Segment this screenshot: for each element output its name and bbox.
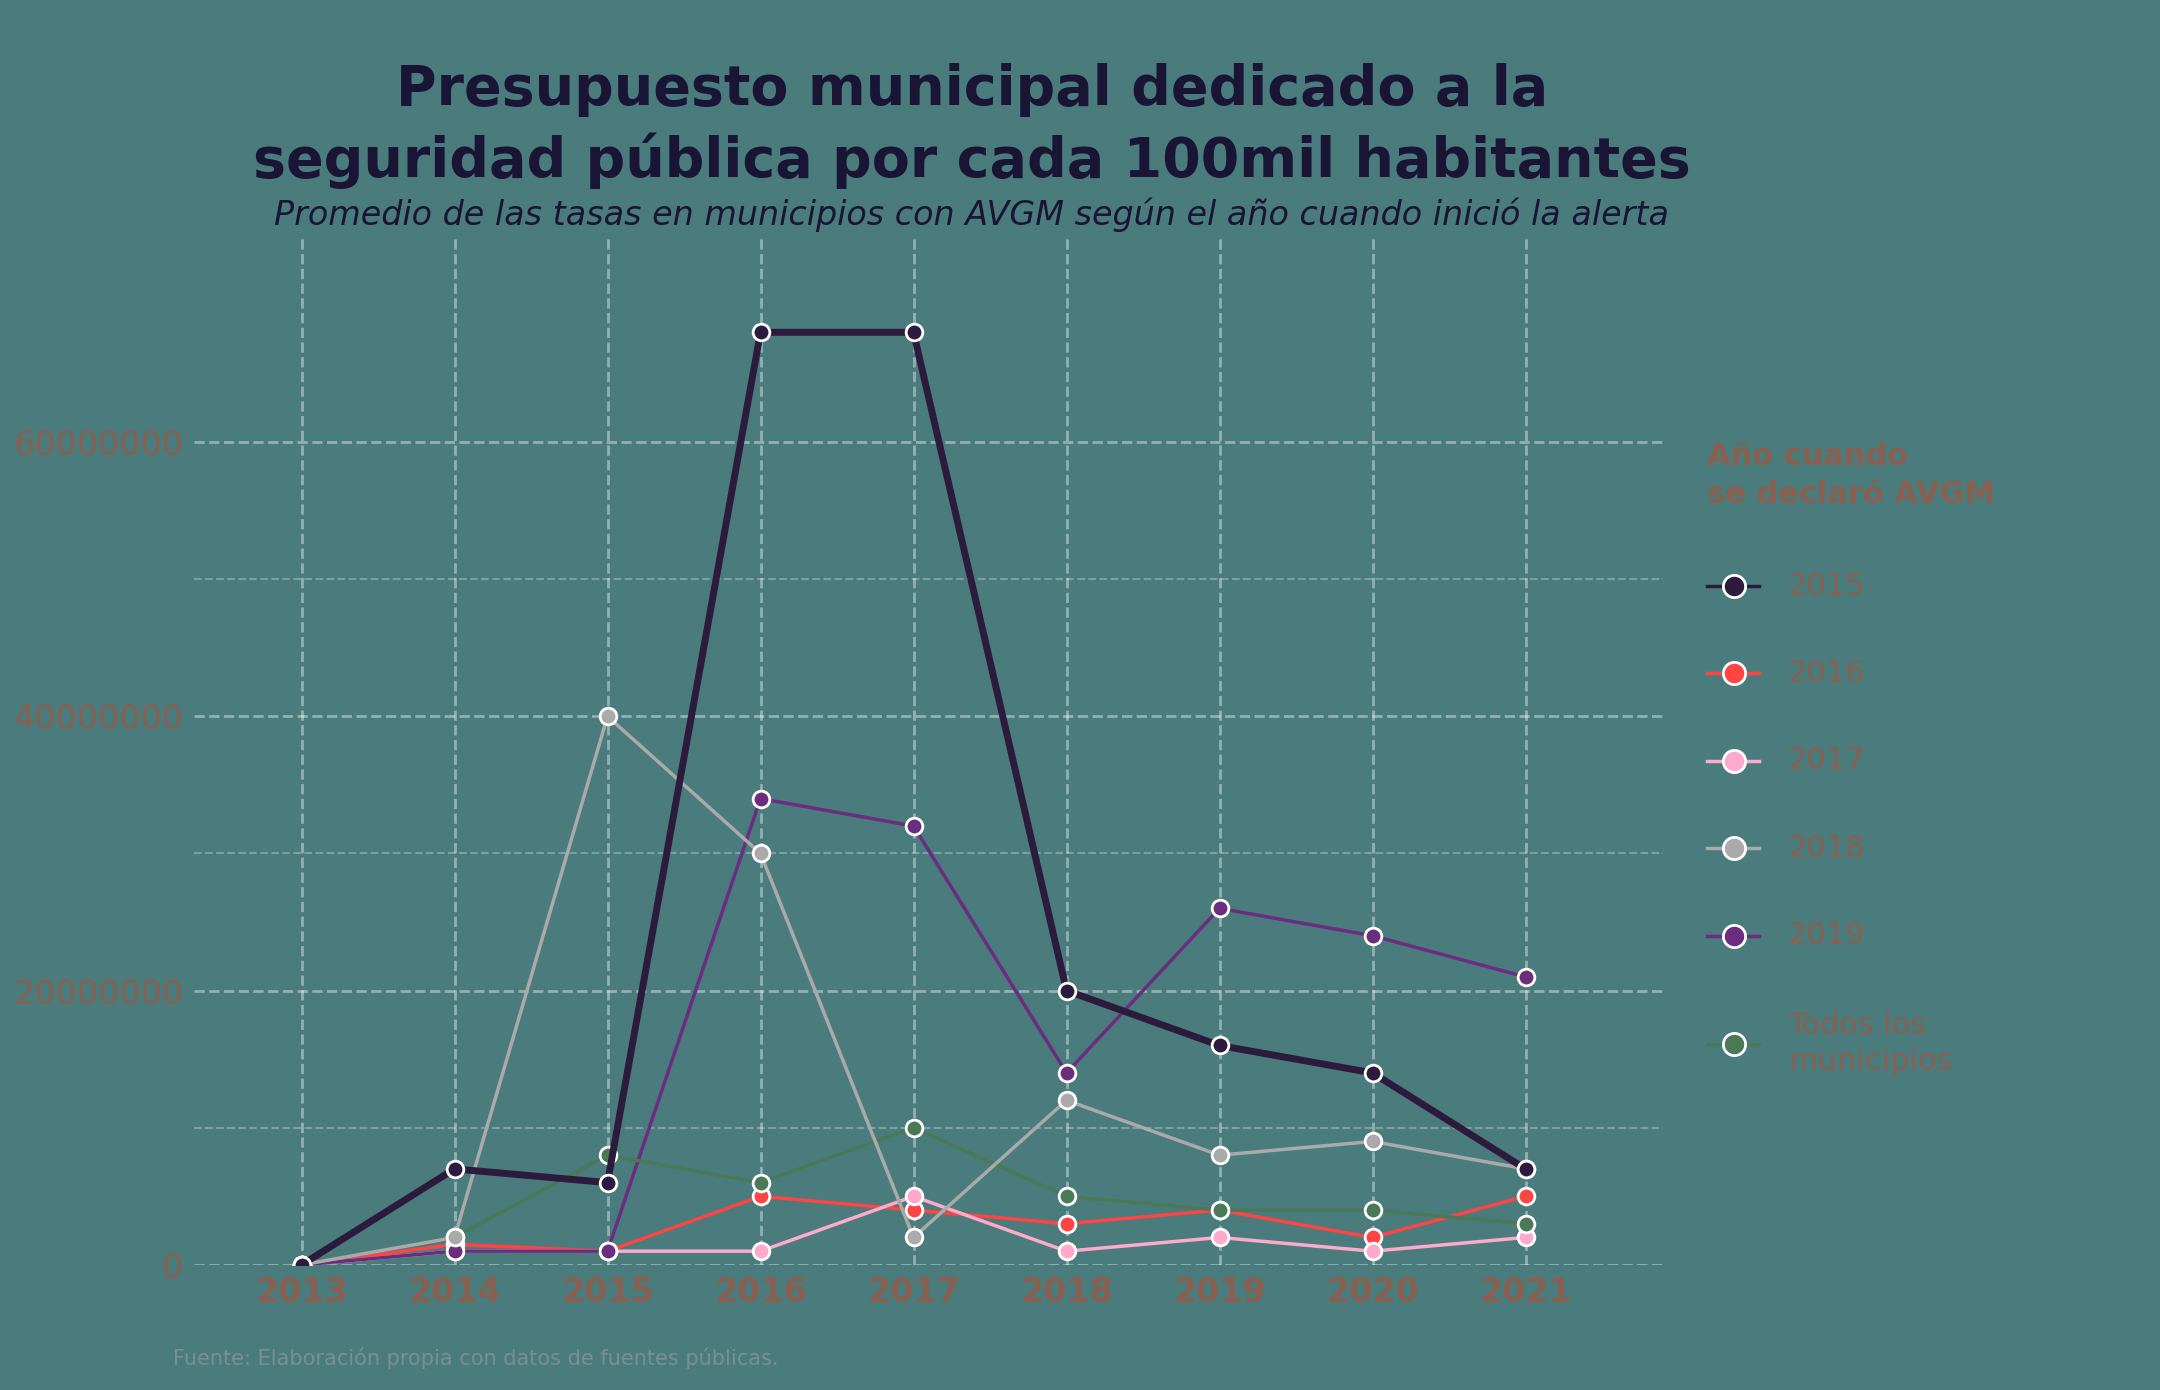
Text: Presupuesto municipal dedicado a la: Presupuesto municipal dedicado a la (395, 63, 1549, 117)
Text: 2016: 2016 (1788, 659, 1866, 688)
Text: Promedio de las tasas en municipios con AVGM según el año cuando inició la alert: Promedio de las tasas en municipios con … (274, 197, 1670, 232)
Text: Año cuando
se declaró AVGM: Año cuando se declaró AVGM (1706, 442, 1996, 509)
Text: seguridad pública por cada 100mil habitantes: seguridad pública por cada 100mil habita… (253, 132, 1691, 189)
Text: Fuente: Elaboración propia con datos de fuentes públicas.: Fuente: Elaboración propia con datos de … (173, 1348, 778, 1369)
Text: Todos los
municipios: Todos los municipios (1788, 1012, 1953, 1076)
Text: 2017: 2017 (1788, 746, 1866, 776)
Text: 2019: 2019 (1788, 922, 1866, 951)
Text: 2018: 2018 (1788, 834, 1866, 863)
Text: 2015: 2015 (1788, 571, 1866, 600)
